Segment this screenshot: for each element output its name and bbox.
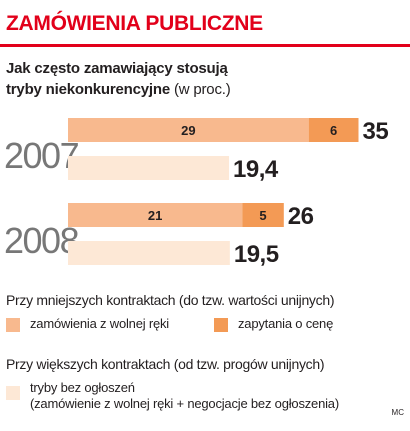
bar-segment-2007-free-hand [68, 118, 309, 142]
legend-no-notice-line-1: tryby bez ogłoszeń [30, 380, 135, 395]
legend-small-heading: Przy mniejszych kontraktach (do tzw. war… [6, 292, 335, 308]
value-label-no-notice-2007: 19,4 [233, 156, 279, 183]
year-label-2008: 2008 [4, 220, 79, 261]
segment-label-2008-0: 21 [148, 208, 162, 223]
legend-large-heading: Przy większych kontraktach (od tzw. prog… [6, 356, 325, 372]
legend-label-free-hand: zamówienia z wolnej ręki [30, 316, 169, 331]
subtitle-rest: (w proc.) [170, 81, 231, 98]
total-label-2007: 35 [363, 118, 389, 145]
bar-no-notice-2008 [68, 241, 230, 265]
chart-title: ZAMÓWIENIA PUBLICZNE [6, 12, 263, 35]
title-rule [0, 44, 410, 47]
legend-swatch-no-notice [6, 386, 20, 400]
legend-label-no-notice: tryby bez ogłoszeń (zamówienie z wolnej … [30, 380, 339, 412]
legend-swatch-price-request [214, 318, 228, 332]
segment-label-2007-0: 29 [181, 123, 195, 138]
bar-segment-2007-price-request [308, 118, 359, 142]
total-label-2008: 26 [288, 203, 314, 230]
legend-item-no-notice: tryby bez ogłoszeń (zamówienie z wolnej … [6, 380, 339, 412]
segment-label-2008-1: 5 [259, 208, 266, 223]
legend-label-price-request: zapytania o cenę [238, 316, 334, 331]
credit: MC [391, 408, 404, 417]
legend-item-price-request: zapytania o cenę [214, 316, 333, 332]
subtitle-line-1: Jak często zamawiający stosują [6, 60, 228, 77]
subtitle-strong: tryby niekonkurencyjne [6, 81, 170, 98]
header: ZAMÓWIENIA PUBLICZNE [6, 12, 263, 36]
bar-segment-2008-price-request [242, 203, 284, 227]
bar-segment-2008-free-hand [68, 203, 243, 227]
segment-label-2007-1: 6 [330, 123, 337, 138]
chart-subtitle: Jak często zamawiający stosują tryby nie… [6, 58, 231, 100]
year-label-2007: 2007 [4, 135, 79, 176]
legend-swatch-free-hand [6, 318, 20, 332]
bar-no-notice-2007 [68, 156, 230, 180]
legend-no-notice-line-2: (zamówienie z wolnej ręki + negocjacje b… [30, 396, 339, 411]
subtitle-line-2: tryby niekonkurencyjne (w proc.) [6, 79, 231, 100]
value-label-no-notice-2008: 19,5 [234, 241, 279, 268]
legend-item-free-hand: zamówienia z wolnej ręki [6, 316, 169, 332]
